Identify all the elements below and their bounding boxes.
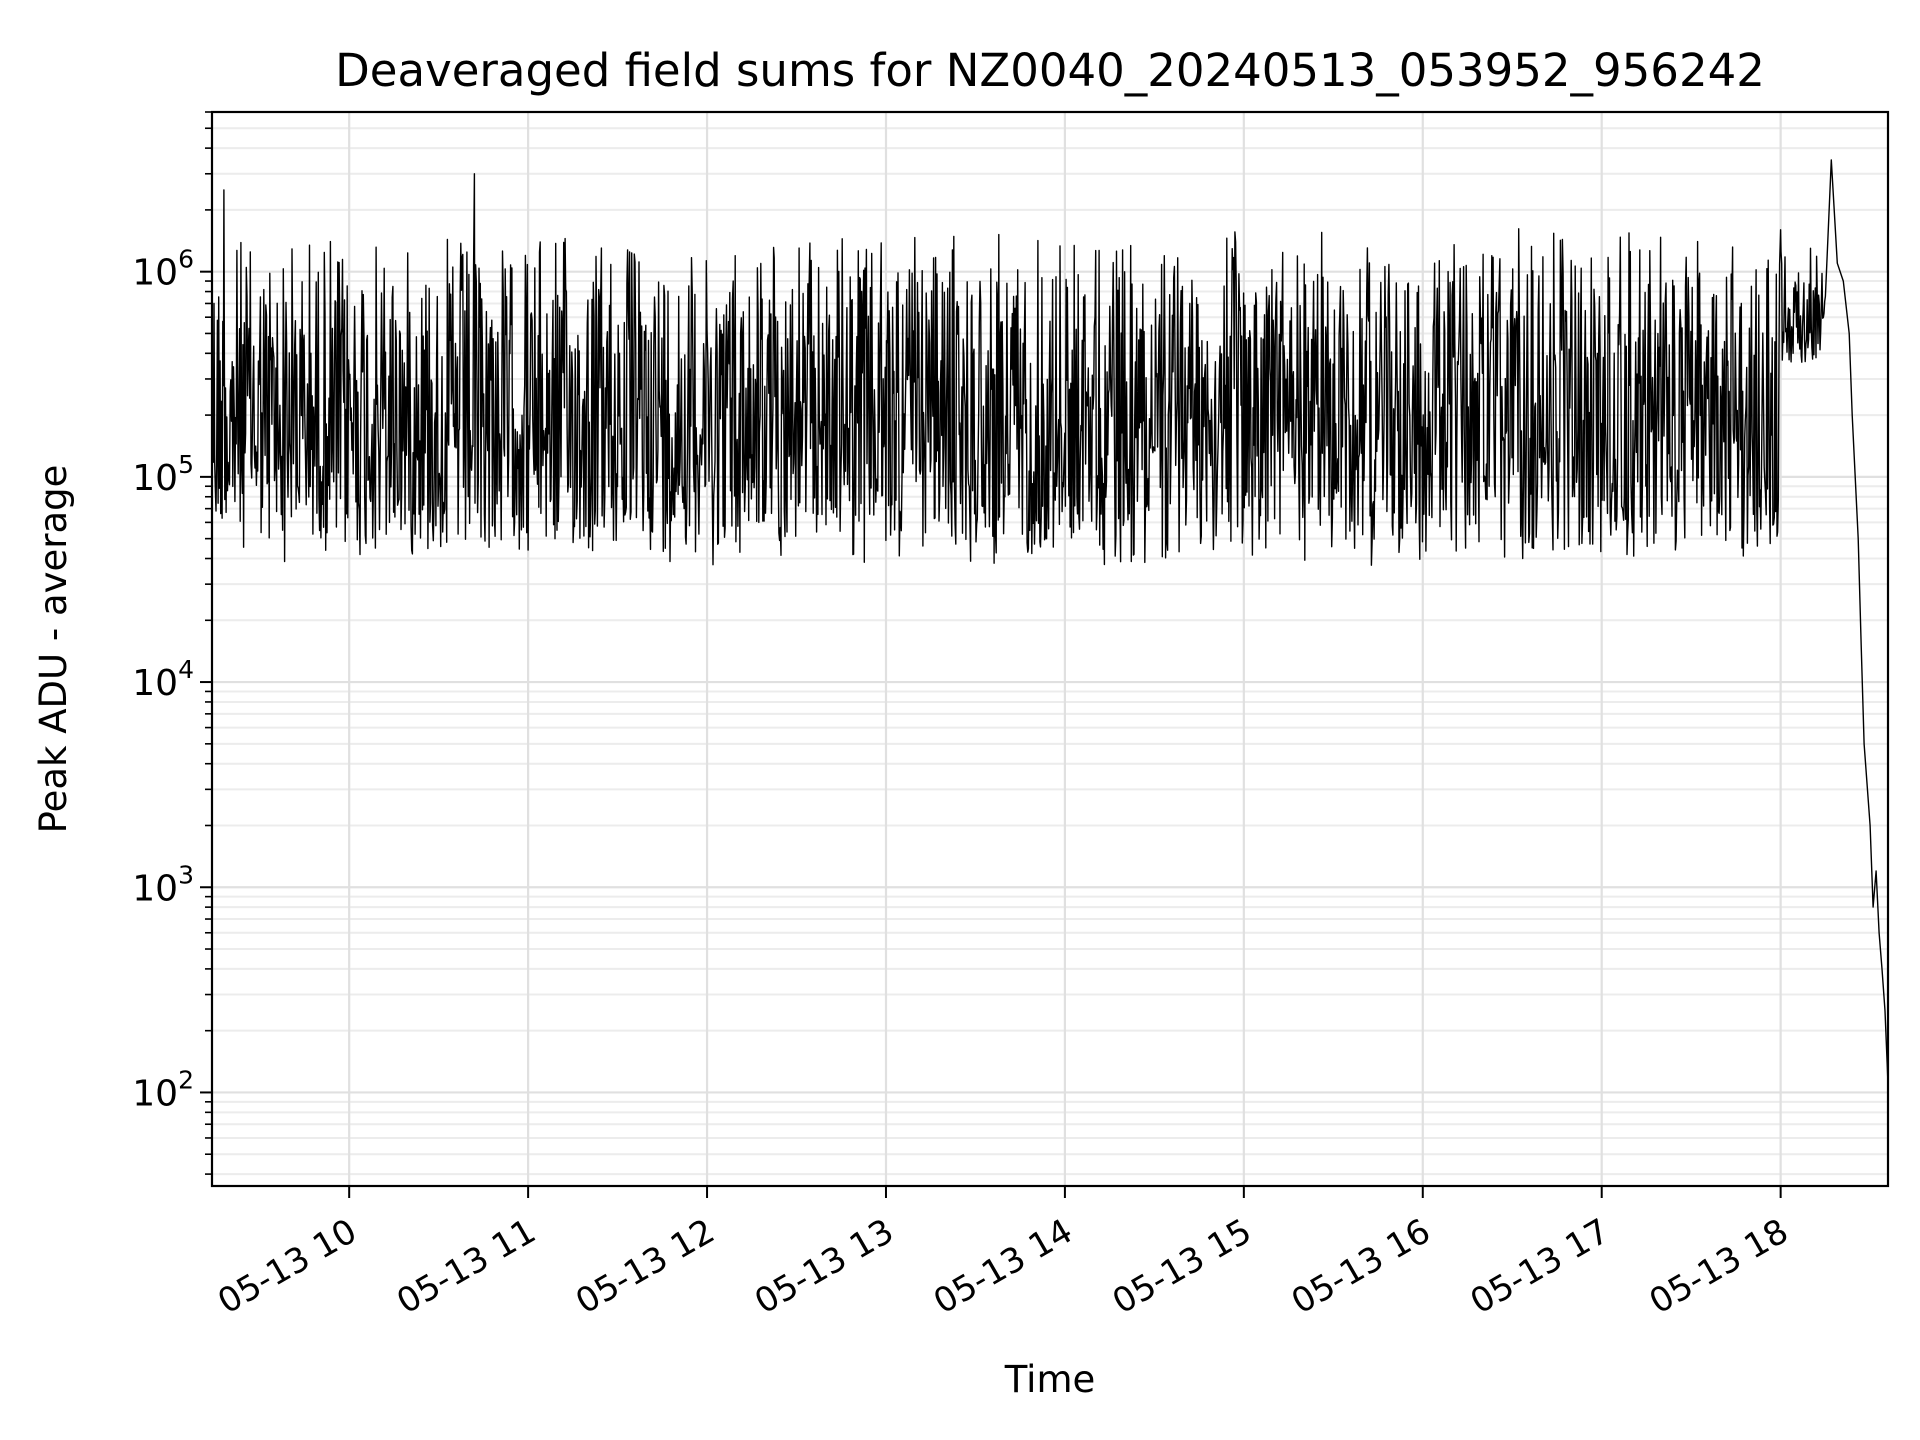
y-tick-label: 103 bbox=[132, 860, 194, 909]
series-path bbox=[211, 159, 1889, 1085]
plot-frame bbox=[210, 110, 1890, 1188]
y-tick-label: 102 bbox=[132, 1065, 194, 1114]
y-tick-label: 104 bbox=[132, 655, 194, 704]
chart-title: Deaveraged field sums for NZ0040_2024051… bbox=[335, 44, 1765, 97]
series-line bbox=[211, 159, 1889, 1085]
y-axis-title: Peak ADU - average bbox=[32, 465, 75, 834]
y-tick-label: 106 bbox=[132, 245, 194, 294]
x-axis-title: Time bbox=[1004, 1358, 1096, 1401]
y-tick-label: 105 bbox=[132, 450, 194, 499]
